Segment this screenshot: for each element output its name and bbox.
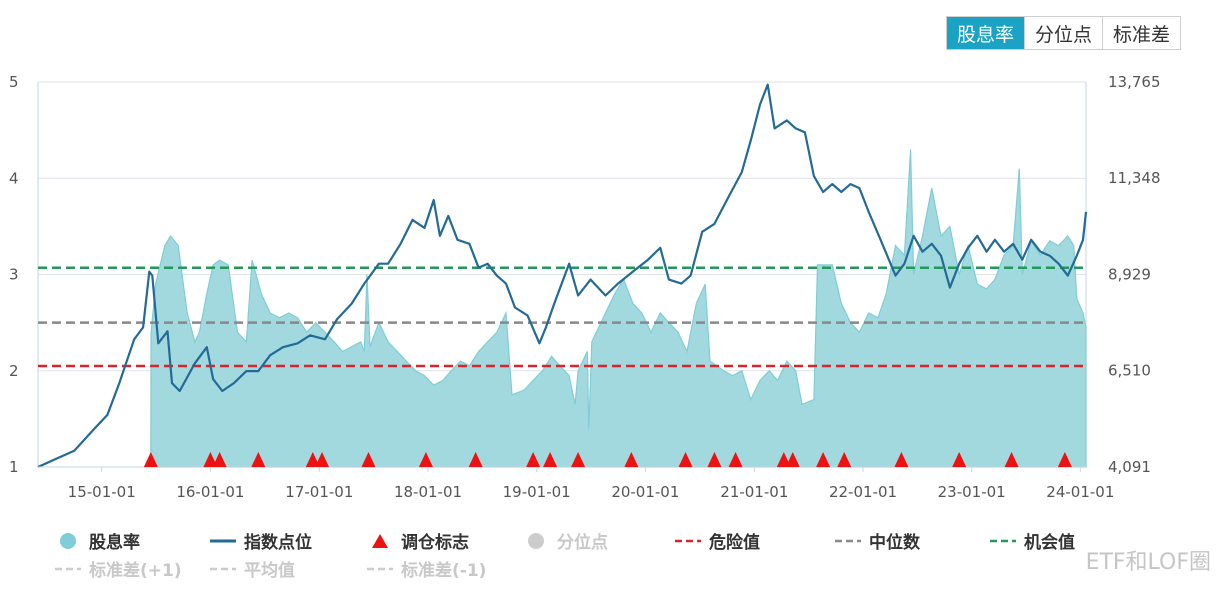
rebalance-marker [707, 452, 722, 467]
dashed-line-icon [55, 561, 81, 577]
y-right-tick-label: 11,348 [1108, 169, 1161, 187]
legend-item-median[interactable]: 中位数 [835, 528, 920, 553]
rebalance-marker [361, 452, 376, 467]
rebalance-marker [251, 452, 266, 467]
rebalance-marker [305, 452, 320, 467]
dashed-line-icon [675, 533, 701, 549]
legend-item-danger-value[interactable]: 危险值 [675, 528, 760, 553]
x-tick-label: 23-01-01 [938, 483, 1006, 501]
rebalance-marker [837, 452, 852, 467]
triangle-icon [367, 533, 393, 549]
rebalance-marker [776, 452, 791, 467]
legend-item-std-plus[interactable]: 标准差(+1) [55, 556, 182, 581]
rebalance-marker [143, 452, 158, 467]
dashed-line-icon [990, 533, 1016, 549]
x-tick-label: 17-01-01 [285, 483, 353, 501]
legend-label: 中位数 [869, 533, 920, 553]
legend-row-1: 股息率 指数点位 调仓标志 分位点 危险值 中位数 机会值 [55, 528, 1115, 556]
legend-label: 分位点 [557, 533, 608, 553]
y-left-tick-label: 2 [9, 362, 19, 380]
legend-item-dividend-yield[interactable]: 股息率 [55, 528, 140, 553]
rebalance-marker [728, 452, 743, 467]
legend-label: 指数点位 [244, 533, 312, 553]
dividend-chart: 15-01-01 16-01-01 17-01-01 18-01-01 19-01-01… [9, 73, 1161, 501]
x-tick-label: 22-01-01 [829, 483, 897, 501]
x-tick-label: 15-01-01 [68, 483, 136, 501]
legend-label: 机会值 [1024, 533, 1075, 553]
tab-std-dev[interactable]: 标准差 [1102, 17, 1181, 49]
legend-label: 标准差(+1) [89, 561, 182, 581]
legend-item-percentile[interactable]: 分位点 [523, 528, 608, 553]
view-tabs: 股息率 分位点 标准差 [946, 16, 1182, 50]
legend-label: 平均值 [244, 561, 295, 581]
legend-label: 危险值 [709, 533, 760, 553]
series-index-level-line [37, 83, 1088, 469]
y-right-tick-label: 13,765 [1108, 73, 1161, 91]
x-tick-label: 20-01-01 [611, 483, 679, 501]
series-dividend-yield-area [150, 149, 1087, 468]
legend-item-opportunity-value[interactable]: 机会值 [990, 528, 1075, 553]
y-right-tick-label: 4,091 [1108, 458, 1151, 476]
legend-item-index-level[interactable]: 指数点位 [210, 528, 312, 553]
y-right-tick-label: 8,929 [1108, 265, 1151, 283]
y-left-tick-label: 3 [9, 266, 19, 284]
line-icon [210, 533, 236, 549]
legend: 股息率 指数点位 调仓标志 分位点 危险值 中位数 机会值 标准差 [55, 528, 1115, 584]
y-left-tick-label: 1 [9, 458, 19, 476]
rebalance-marker [678, 452, 693, 467]
rebalance-marker [624, 452, 639, 467]
rebalance-marker [212, 452, 227, 467]
legend-label: 股息率 [89, 533, 140, 553]
rebalance-marker [315, 452, 330, 467]
x-tick-label: 21-01-01 [720, 483, 788, 501]
rebalance-marker [785, 452, 800, 467]
dashed-line-icon [835, 533, 861, 549]
rebalance-marker [816, 452, 831, 467]
rebalance-marker [952, 452, 967, 467]
tab-dividend-yield[interactable]: 股息率 [947, 17, 1025, 49]
rebalance-marker [418, 452, 433, 467]
tab-percentile[interactable]: 分位点 [1024, 17, 1103, 49]
rebalance-marker [1057, 452, 1072, 467]
rebalance-marker [894, 452, 909, 467]
dashed-line-icon [367, 561, 393, 577]
rebalance-marker [543, 452, 558, 467]
y-left-tick-label: 4 [9, 169, 19, 187]
legend-item-mean[interactable]: 平均值 [210, 556, 295, 581]
watermark: ETF和LOF圈 [1085, 550, 1211, 575]
legend-row-2: 标准差(+1) 平均值 标准差(-1) [55, 556, 1115, 584]
x-tick-label: 24-01-01 [1046, 483, 1114, 501]
circle-icon [523, 532, 549, 549]
x-tick-label: 19-01-01 [503, 483, 571, 501]
rebalance-marker [1004, 452, 1019, 467]
circle-icon [55, 532, 81, 549]
legend-label: 调仓标志 [401, 533, 469, 553]
legend-item-std-minus[interactable]: 标准差(-1) [367, 556, 486, 581]
y-right-tick-label: 6,510 [1108, 362, 1151, 380]
rebalance-marker [571, 452, 586, 467]
x-tick-label: 16-01-01 [176, 483, 244, 501]
y-left-tick-label: 5 [9, 73, 19, 91]
rebalance-marker [203, 452, 218, 467]
dashed-line-icon [210, 561, 236, 577]
rebalance-marker [468, 452, 483, 467]
legend-label: 标准差(-1) [401, 561, 487, 581]
x-tick-label: 18-01-01 [394, 483, 462, 501]
legend-item-rebalance-marker[interactable]: 调仓标志 [367, 528, 469, 553]
rebalance-marker [526, 452, 541, 467]
